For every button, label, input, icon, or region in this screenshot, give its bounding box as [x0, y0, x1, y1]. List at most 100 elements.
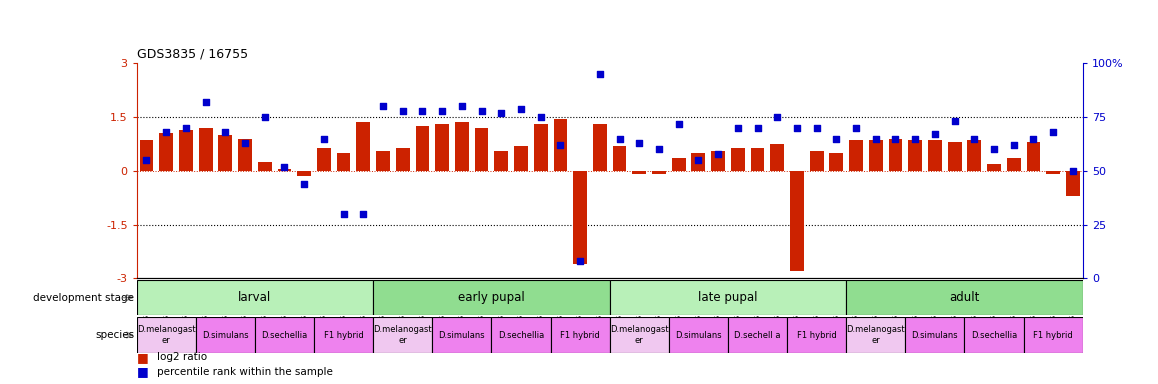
Bar — [868, 141, 882, 171]
Bar — [906, 317, 965, 353]
Bar — [947, 142, 961, 171]
Point — [1043, 129, 1062, 135]
Text: D.simulans: D.simulans — [675, 331, 721, 339]
Text: log2 ratio: log2 ratio — [157, 352, 207, 362]
Point — [945, 118, 963, 124]
Bar — [846, 280, 1083, 315]
Text: D.sechellia: D.sechellia — [970, 331, 1017, 339]
Point — [335, 211, 353, 217]
Text: F1 hybrid: F1 hybrid — [797, 331, 836, 339]
Point — [984, 146, 1003, 152]
Point — [846, 125, 865, 131]
Bar — [416, 126, 430, 171]
Point — [925, 131, 944, 137]
Text: adult: adult — [950, 291, 980, 304]
Point — [689, 157, 708, 163]
Bar — [967, 141, 981, 171]
Bar — [179, 130, 193, 171]
Text: species: species — [95, 330, 134, 340]
Point — [433, 108, 452, 114]
Point — [768, 114, 786, 120]
Bar — [770, 144, 784, 171]
Point — [492, 110, 511, 116]
Text: D.melanogast
er: D.melanogast er — [846, 325, 906, 345]
Text: early pupal: early pupal — [459, 291, 525, 304]
Bar — [137, 280, 373, 315]
Bar — [691, 153, 705, 171]
Point — [610, 136, 629, 142]
Point — [551, 142, 570, 148]
Point — [197, 99, 215, 105]
Point — [354, 211, 373, 217]
Text: late pupal: late pupal — [698, 291, 757, 304]
Bar — [357, 122, 371, 171]
Text: F1 hybrid: F1 hybrid — [1033, 331, 1073, 339]
Bar — [137, 317, 196, 353]
Bar — [219, 135, 233, 171]
Point — [295, 181, 314, 187]
Point — [630, 140, 648, 146]
Bar — [160, 133, 173, 171]
Bar — [609, 317, 669, 353]
Bar — [669, 317, 728, 353]
Bar — [550, 317, 609, 353]
Bar — [987, 164, 1001, 171]
Text: D.melanogast
er: D.melanogast er — [373, 325, 432, 345]
Bar — [928, 141, 941, 171]
Bar — [1067, 171, 1079, 196]
Text: percentile rank within the sample: percentile rank within the sample — [157, 367, 334, 377]
Bar — [809, 151, 823, 171]
Point — [177, 125, 196, 131]
Text: larval: larval — [239, 291, 271, 304]
Bar — [849, 141, 863, 171]
Point — [472, 108, 491, 114]
Point — [532, 114, 550, 120]
Text: D.sechell a: D.sechell a — [734, 331, 780, 339]
Text: D.sechellia: D.sechellia — [498, 331, 544, 339]
Bar — [672, 158, 686, 171]
Bar — [731, 147, 745, 171]
Bar — [554, 119, 567, 171]
Text: D.melanogast
er: D.melanogast er — [137, 325, 196, 345]
Point — [827, 136, 845, 142]
Text: ■: ■ — [137, 365, 148, 378]
Point — [138, 157, 156, 163]
Point — [1004, 142, 1023, 148]
Point — [866, 136, 885, 142]
Bar — [140, 141, 153, 171]
Point — [315, 136, 334, 142]
Point — [709, 151, 727, 157]
Text: F1 hybrid: F1 hybrid — [324, 331, 364, 339]
Bar — [258, 162, 272, 171]
Bar — [888, 139, 902, 171]
Text: D.simulans: D.simulans — [201, 331, 249, 339]
Bar — [593, 124, 607, 171]
Bar — [455, 122, 469, 171]
Bar — [317, 147, 331, 171]
Bar — [632, 171, 646, 174]
Bar — [829, 153, 843, 171]
Bar — [373, 317, 432, 353]
Point — [591, 71, 609, 77]
Bar — [432, 317, 491, 353]
Point — [453, 103, 471, 109]
Bar — [711, 151, 725, 171]
Point — [1063, 168, 1082, 174]
Bar — [196, 317, 255, 353]
Bar — [908, 141, 922, 171]
Point — [217, 129, 235, 135]
Point — [787, 125, 806, 131]
Bar — [491, 317, 550, 353]
Bar — [298, 171, 312, 176]
Point — [807, 125, 826, 131]
Bar — [534, 124, 548, 171]
Bar — [494, 151, 508, 171]
Bar — [199, 128, 213, 171]
Point — [256, 114, 274, 120]
Point — [1024, 136, 1042, 142]
Bar — [609, 280, 846, 315]
Point — [276, 164, 294, 170]
Point — [571, 258, 589, 264]
Point — [374, 103, 393, 109]
Text: D.melanogast
er: D.melanogast er — [610, 325, 668, 345]
